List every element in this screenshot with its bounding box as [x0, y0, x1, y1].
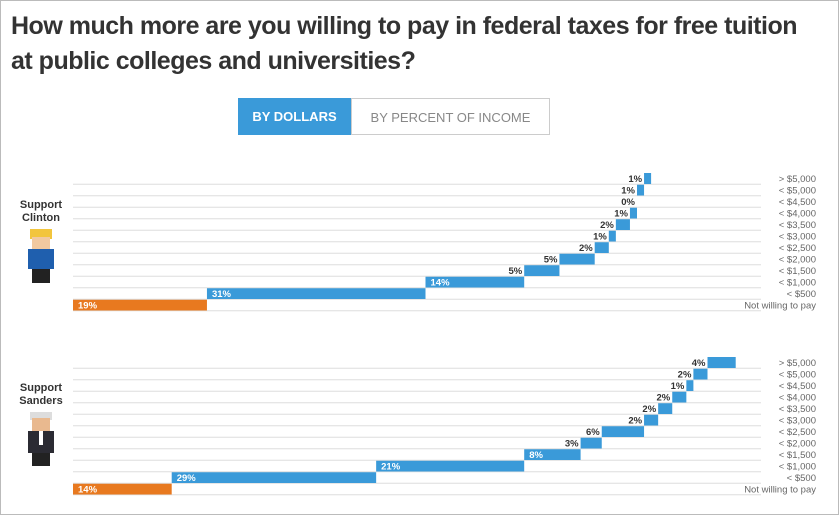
row-label: < $3,000: [779, 416, 816, 427]
row-label: < $2,000: [779, 439, 816, 450]
value-label: 2%: [579, 243, 593, 254]
row-label: < $1,000: [779, 278, 816, 289]
value-label: 1%: [593, 232, 607, 243]
bar: [524, 449, 581, 460]
chart-title: Support Sanders: [19, 382, 63, 407]
value-label: 1%: [621, 186, 635, 197]
bar: [644, 173, 652, 184]
row-label: < $2,000: [779, 255, 816, 266]
value-label: 6%: [586, 427, 600, 438]
row-label: < $4,000: [779, 209, 816, 220]
value-label: 3%: [565, 439, 579, 450]
bar: [206, 288, 426, 299]
row-label: < $5,000: [779, 370, 816, 381]
value-label: 5%: [544, 255, 558, 266]
value-label: 14%: [78, 485, 98, 496]
value-label: 2%: [678, 370, 692, 381]
row-label: < $2,500: [779, 427, 816, 438]
row-label: < $1,500: [779, 266, 816, 277]
bar: [615, 219, 630, 230]
bar: [580, 437, 602, 449]
row-label: < $500: [787, 473, 816, 484]
bar: [686, 380, 694, 391]
bar: [73, 483, 172, 495]
clinton-icon: [28, 229, 54, 283]
bar: [644, 414, 659, 426]
bar: [73, 299, 207, 311]
row-label: < $4,000: [779, 393, 816, 404]
bar: [658, 403, 673, 414]
toggle-button[interactable]: BY PERCENT OF INCOME: [351, 98, 550, 135]
row-label: < $5,000: [779, 186, 816, 197]
row-label: < $1,500: [779, 450, 816, 461]
bar: [693, 368, 708, 380]
bar: [171, 472, 377, 483]
bar: [629, 207, 637, 219]
value-label: 19%: [78, 301, 98, 312]
row-label: > $5,000: [779, 358, 816, 369]
bar: [524, 265, 560, 276]
row-label: > $5,000: [779, 174, 816, 185]
value-label: 5%: [508, 266, 522, 277]
bar: [707, 357, 736, 368]
page-title: How much more are you willing to pay in …: [11, 12, 797, 75]
value-label: 21%: [381, 462, 401, 473]
value-label: 2%: [642, 404, 656, 415]
bar: [594, 242, 609, 253]
value-label: 2%: [657, 393, 671, 404]
value-label: 2%: [600, 220, 614, 231]
chart-title: Support Clinton: [19, 199, 63, 224]
value-label: 1%: [614, 209, 628, 220]
value-label: 1%: [671, 381, 685, 392]
row-label: < $1,000: [779, 462, 816, 473]
bar: [601, 426, 645, 437]
row-label: Not willing to pay: [744, 485, 816, 496]
row-label: < $2,500: [779, 243, 816, 254]
bar: [425, 276, 525, 288]
row-label: Not willing to pay: [744, 301, 816, 312]
value-label: 4%: [692, 358, 706, 369]
row-label: < $3,500: [779, 404, 816, 415]
sanders-icon: [28, 412, 54, 466]
row-label: < $4,500: [779, 197, 816, 208]
row-label: < $500: [787, 289, 816, 300]
value-label: 14%: [431, 278, 451, 289]
value-label: 1%: [628, 174, 642, 185]
bar: [608, 230, 616, 242]
value-label: 29%: [177, 473, 197, 484]
row-label: < $3,000: [779, 232, 816, 243]
value-label: 31%: [212, 289, 232, 300]
bar: [376, 460, 525, 472]
bar: [637, 184, 645, 196]
value-label: 2%: [628, 416, 642, 427]
value-label: 0%: [621, 197, 635, 208]
bar: [559, 253, 595, 265]
bar: [672, 391, 687, 403]
row-label: < $3,500: [779, 220, 816, 231]
value-label: 8%: [529, 450, 543, 461]
toggle-button-active[interactable]: BY DOLLARS: [238, 98, 351, 135]
row-label: < $4,500: [779, 381, 816, 392]
